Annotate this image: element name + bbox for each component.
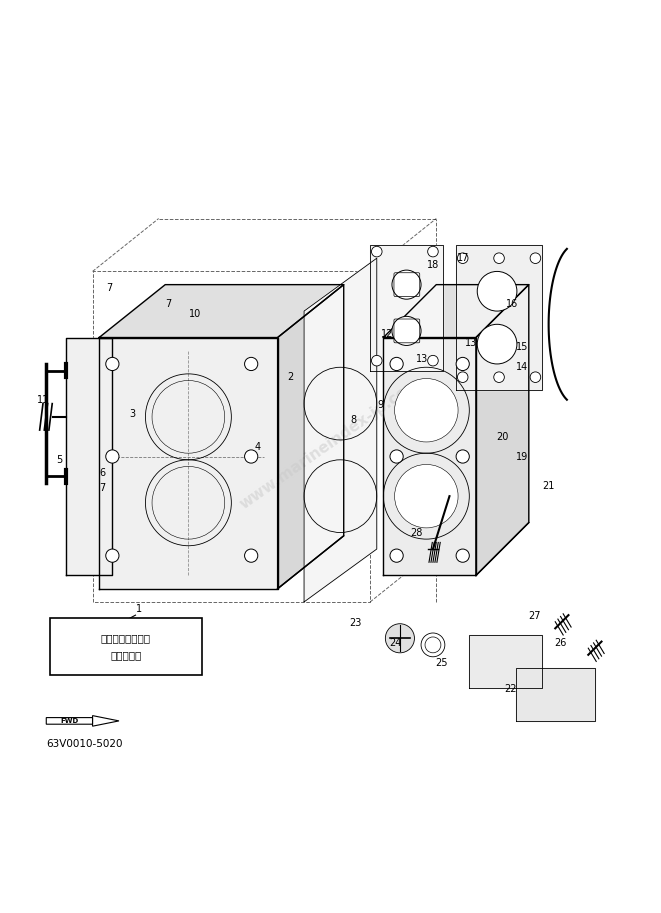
Polygon shape: [476, 285, 529, 575]
Circle shape: [106, 549, 119, 562]
Circle shape: [392, 317, 421, 345]
Text: 11: 11: [37, 395, 49, 405]
Text: 20: 20: [496, 432, 508, 442]
Text: 13: 13: [416, 353, 428, 363]
Text: 5: 5: [56, 455, 63, 465]
Polygon shape: [383, 285, 529, 338]
Text: 8: 8: [350, 415, 357, 425]
Polygon shape: [469, 635, 542, 687]
Text: 16: 16: [506, 299, 518, 310]
Text: FWD: FWD: [60, 718, 79, 724]
Circle shape: [385, 624, 414, 653]
Circle shape: [494, 372, 504, 383]
Polygon shape: [99, 285, 344, 338]
Circle shape: [106, 450, 119, 463]
Circle shape: [245, 450, 258, 463]
Text: 17: 17: [457, 253, 469, 263]
Text: 63V0010-5020: 63V0010-5020: [46, 739, 123, 749]
Circle shape: [456, 450, 469, 463]
Text: www.marineindex-jp.com: www.marineindex-jp.com: [237, 374, 424, 512]
Circle shape: [371, 355, 382, 366]
Text: 13: 13: [465, 338, 477, 348]
Circle shape: [456, 549, 469, 562]
Text: 22: 22: [504, 684, 516, 694]
Circle shape: [530, 253, 541, 264]
Polygon shape: [456, 245, 542, 391]
Circle shape: [457, 372, 468, 383]
Text: 24: 24: [389, 638, 401, 648]
Text: 3: 3: [129, 408, 136, 418]
Circle shape: [457, 253, 468, 264]
Circle shape: [106, 357, 119, 371]
Text: 15: 15: [516, 342, 528, 352]
Circle shape: [477, 271, 517, 311]
Text: 27: 27: [528, 612, 540, 622]
Text: 12: 12: [381, 330, 393, 340]
Circle shape: [390, 549, 403, 562]
Text: 1: 1: [136, 603, 142, 614]
Polygon shape: [516, 668, 595, 721]
Circle shape: [494, 253, 504, 264]
Text: 26: 26: [555, 638, 566, 648]
Circle shape: [371, 247, 382, 257]
Circle shape: [245, 357, 258, 371]
Circle shape: [477, 324, 517, 364]
Polygon shape: [99, 338, 278, 589]
Circle shape: [390, 450, 403, 463]
Polygon shape: [383, 338, 476, 575]
Circle shape: [428, 247, 438, 257]
Circle shape: [395, 379, 458, 442]
Text: アセンブリ: アセンブリ: [110, 650, 141, 660]
Text: 7: 7: [106, 283, 112, 293]
Text: 7: 7: [165, 299, 172, 310]
Text: 25: 25: [436, 657, 447, 667]
Text: 7: 7: [99, 483, 106, 493]
Circle shape: [390, 357, 403, 371]
Text: 21: 21: [543, 481, 555, 491]
Text: 6: 6: [99, 468, 106, 478]
Circle shape: [392, 270, 421, 299]
Text: 14: 14: [516, 362, 528, 373]
Text: 9: 9: [377, 400, 384, 410]
Circle shape: [428, 355, 438, 366]
Text: 10: 10: [189, 310, 201, 320]
Text: 4: 4: [254, 442, 261, 452]
Polygon shape: [278, 285, 344, 589]
Text: クランクシリンダ: クランクシリンダ: [100, 634, 151, 644]
Polygon shape: [46, 716, 119, 726]
Text: 23: 23: [350, 618, 362, 628]
Text: 28: 28: [410, 528, 422, 538]
Polygon shape: [66, 338, 112, 575]
Polygon shape: [370, 245, 443, 371]
Polygon shape: [304, 258, 377, 602]
Circle shape: [245, 549, 258, 562]
FancyBboxPatch shape: [50, 618, 202, 675]
Text: 18: 18: [427, 260, 439, 270]
Circle shape: [530, 372, 541, 383]
Text: 2: 2: [288, 373, 294, 383]
Circle shape: [395, 465, 458, 528]
Text: 19: 19: [516, 452, 528, 461]
Circle shape: [456, 357, 469, 371]
